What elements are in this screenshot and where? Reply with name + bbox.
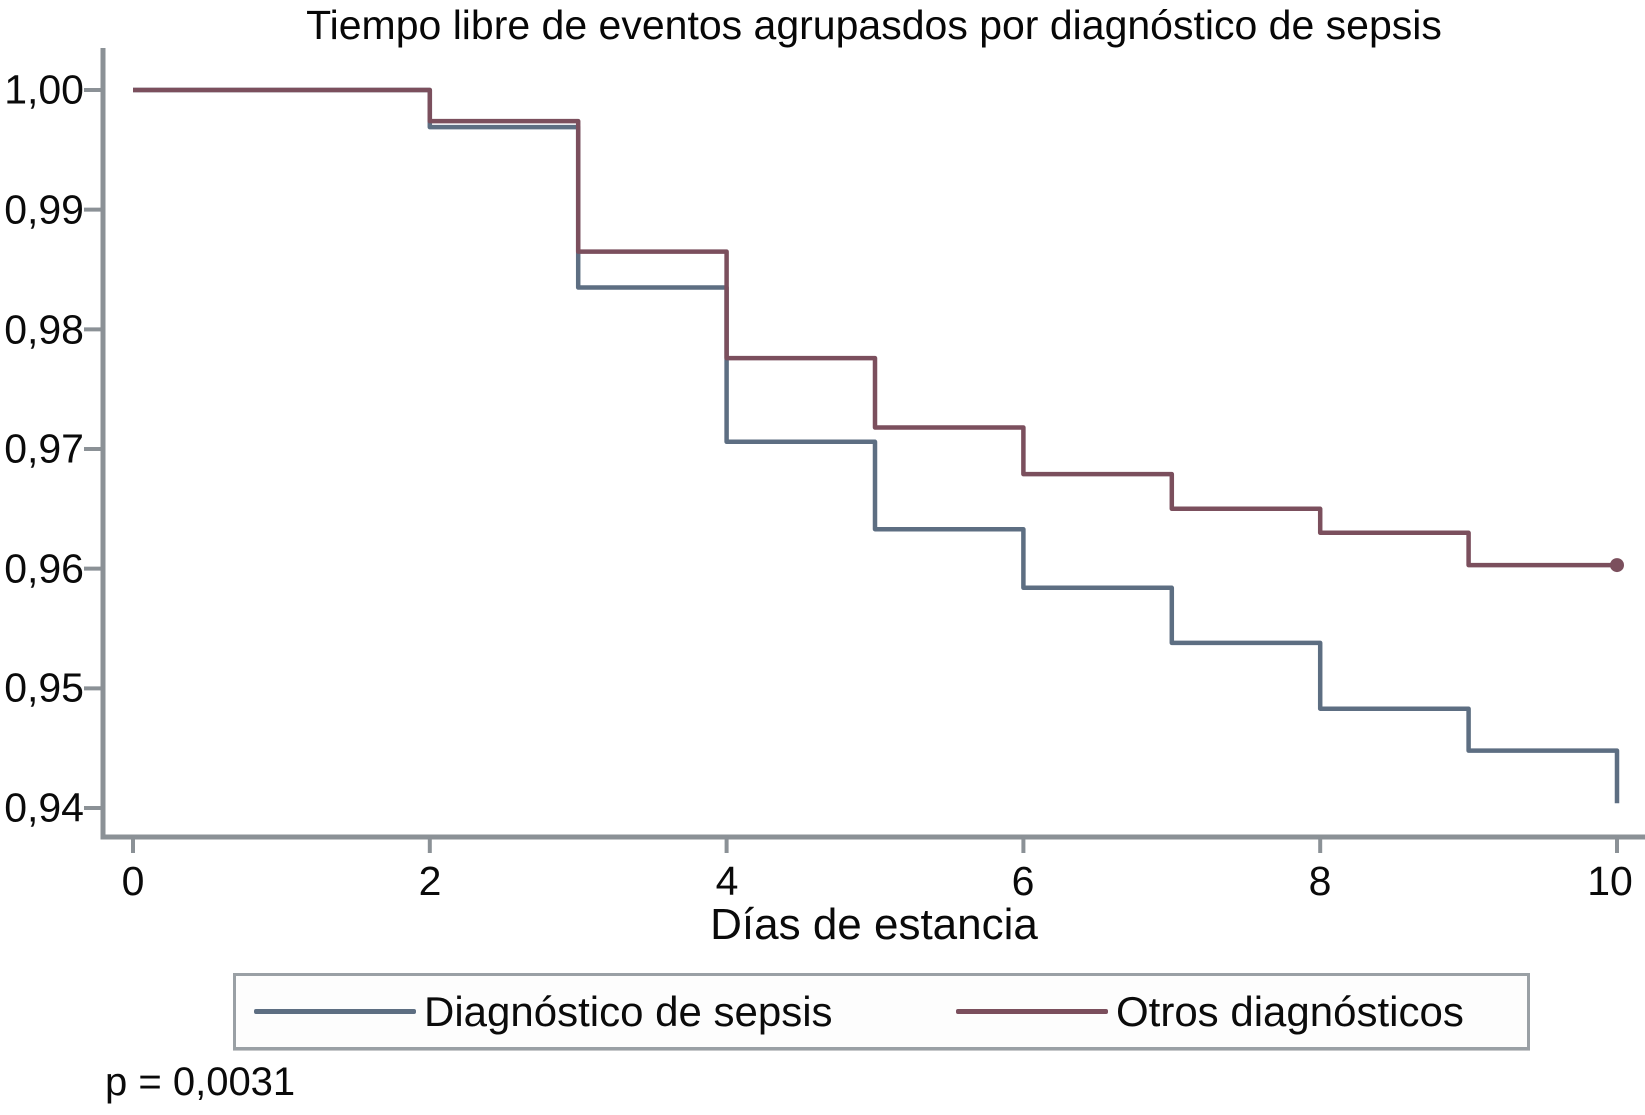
legend-line-swatch-otros (956, 1009, 1108, 1014)
y-tick-label: 0,97 (4, 425, 84, 472)
y-tick-label: 0,94 (4, 784, 84, 831)
legend-entry-otros: Otros diagnósticos (956, 976, 1464, 1047)
series-curve-1 (133, 87, 1617, 568)
y-tick-label: 0,98 (4, 306, 84, 353)
x-tick-label: 2 (418, 858, 442, 904)
chart-title: Tiempo libre de eventos agrupasdos por d… (306, 2, 1442, 48)
x-tick-label: 10 (1587, 858, 1633, 904)
x-tick-label: 6 (1011, 858, 1035, 904)
legend-label: Diagnóstico de sepsis (424, 987, 833, 1035)
legend: Diagnóstico de sepsis Otros diagnósticos (233, 973, 1530, 1050)
x-tick-label: 4 (715, 858, 739, 904)
legend-label: Otros diagnósticos (1116, 987, 1464, 1035)
y-tick-label: 0,99 (4, 186, 84, 233)
p-value-annotation: p = 0,0031 (105, 1060, 296, 1104)
legend-entry-sepsis: Diagnóstico de sepsis (254, 976, 833, 1047)
x-tick-label: 8 (1308, 858, 1332, 904)
x-tick-label: 0 (121, 858, 145, 904)
y-tick-label: 0,95 (4, 664, 84, 711)
axes (100, 48, 1645, 840)
series-curve-0 (133, 87, 1620, 804)
series-end-dot-1 (1610, 558, 1624, 573)
x-axis-title: Días de estancia (710, 900, 1038, 949)
y-tick-label: 0,96 (4, 545, 84, 592)
y-tick-label: 1,00 (4, 66, 84, 113)
legend-line-swatch-sepsis (254, 1009, 416, 1014)
